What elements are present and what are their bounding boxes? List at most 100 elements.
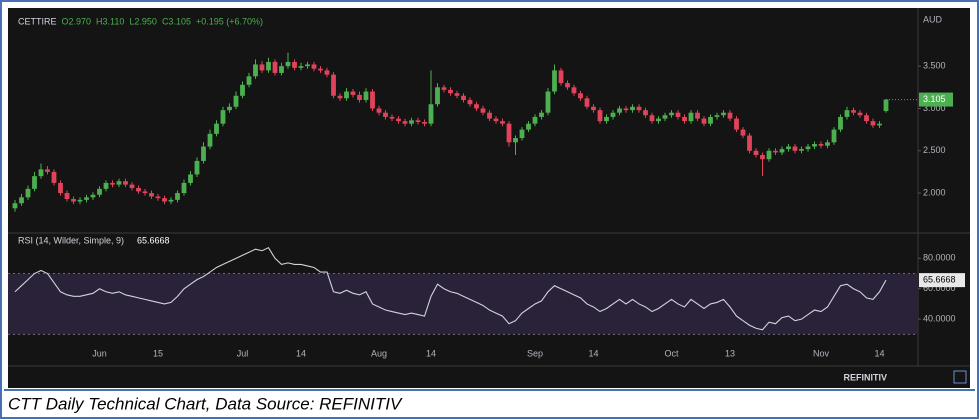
symbol: CETTIRE	[18, 16, 57, 26]
candle-body	[545, 91, 551, 113]
candle-body	[279, 66, 284, 73]
candle-body	[708, 116, 713, 124]
candle-body	[422, 122, 427, 124]
candle-body	[474, 104, 479, 109]
candle-body	[740, 129, 746, 136]
y-tick-label: 2.500	[923, 145, 946, 155]
candle-body	[662, 115, 668, 119]
x-tick-label: Oct	[664, 348, 679, 358]
candle-body	[571, 87, 577, 94]
candle-body	[883, 99, 889, 111]
x-tick-label: Aug	[371, 348, 387, 358]
candle-body	[448, 89, 453, 94]
candle-body	[58, 182, 63, 194]
candle-body	[188, 174, 193, 183]
candle-body	[396, 118, 401, 122]
x-tick-label: 15	[153, 348, 163, 358]
x-tick-label: Sep	[527, 348, 543, 358]
candle-body	[454, 93, 460, 96]
ohlc-value: +0.195 (+6.70%)	[196, 16, 263, 26]
candle-body	[734, 118, 739, 130]
candle-body	[240, 84, 245, 96]
candle-body	[591, 106, 596, 111]
candle-body	[779, 149, 785, 153]
candle-body	[435, 87, 440, 105]
candle-body	[45, 169, 50, 172]
candle-body	[565, 83, 570, 88]
candle-body	[90, 194, 96, 198]
candle-body	[760, 155, 765, 160]
candle-body	[285, 61, 291, 67]
x-tick-label: 14	[588, 348, 598, 358]
candle-body	[857, 112, 863, 116]
caption: CTT Daily Technical Chart, Data Source: …	[8, 394, 403, 413]
rsi-value-tag	[919, 273, 965, 288]
candle-body	[201, 146, 206, 161]
candle-body	[298, 66, 304, 68]
y-tick-label: 60.0000	[923, 283, 956, 293]
candle-body	[246, 76, 252, 85]
candle-body	[84, 197, 89, 200]
candle-body	[370, 91, 375, 109]
last-price-tag	[919, 92, 953, 107]
source-logo: REFINITIV	[843, 372, 887, 382]
candle-body	[103, 182, 109, 189]
candle-body	[344, 91, 349, 99]
y-tick-label: 3.500	[923, 61, 946, 71]
candle-body	[383, 112, 388, 117]
candle-body	[500, 121, 505, 124]
candle-body	[851, 110, 856, 113]
candle-body	[220, 110, 226, 124]
candle-body	[721, 112, 726, 116]
candle-body	[610, 112, 616, 117]
ohlc-value: O2.970	[62, 16, 92, 26]
candle-body	[786, 146, 791, 150]
candle-body	[149, 193, 154, 197]
candle-body	[669, 112, 674, 116]
candle-body	[870, 121, 876, 126]
rsi-line	[14, 246, 887, 331]
candle-body	[688, 112, 694, 122]
candle-body	[110, 182, 115, 185]
candle-body	[194, 160, 200, 175]
x-tick-label: Jun	[92, 348, 107, 358]
ohlc-value: C3.105	[162, 16, 191, 26]
y-tick-label: 2.000	[923, 187, 946, 197]
candle-body	[844, 110, 850, 117]
x-tick-label: 13	[725, 348, 735, 358]
candle-body	[818, 144, 824, 146]
candle-body	[181, 182, 187, 194]
candle-body	[129, 184, 135, 188]
candle-body	[558, 70, 564, 84]
x-tick-label: 14	[296, 348, 306, 358]
candle-body	[116, 181, 122, 185]
candle-body	[467, 100, 473, 105]
candle-body	[123, 181, 128, 185]
candle-body	[51, 171, 57, 183]
candle-body	[428, 104, 434, 124]
candle-body	[675, 112, 681, 117]
candle-body	[714, 115, 720, 117]
candle-body	[552, 70, 557, 92]
candle-body	[480, 108, 486, 113]
candle-body	[64, 193, 70, 199]
candle-body	[97, 188, 102, 195]
candle-body	[597, 110, 603, 122]
ohlc-value: H3.110	[96, 16, 124, 26]
candle-body	[266, 61, 271, 71]
candle-body	[318, 68, 323, 71]
candle-body	[799, 149, 804, 151]
candle-body	[32, 176, 37, 189]
candle-body	[727, 112, 733, 119]
candle-body	[532, 116, 538, 124]
candle-body	[292, 61, 297, 68]
candle-body	[506, 123, 512, 143]
candle-body	[493, 118, 499, 122]
candle-body	[376, 108, 382, 113]
candle-body	[233, 95, 239, 107]
currency-label: AUD	[923, 14, 943, 24]
y-tick-label: 3.000	[923, 103, 946, 113]
rsi-current-value: 65.6668	[137, 235, 170, 245]
candle-body	[656, 118, 661, 122]
